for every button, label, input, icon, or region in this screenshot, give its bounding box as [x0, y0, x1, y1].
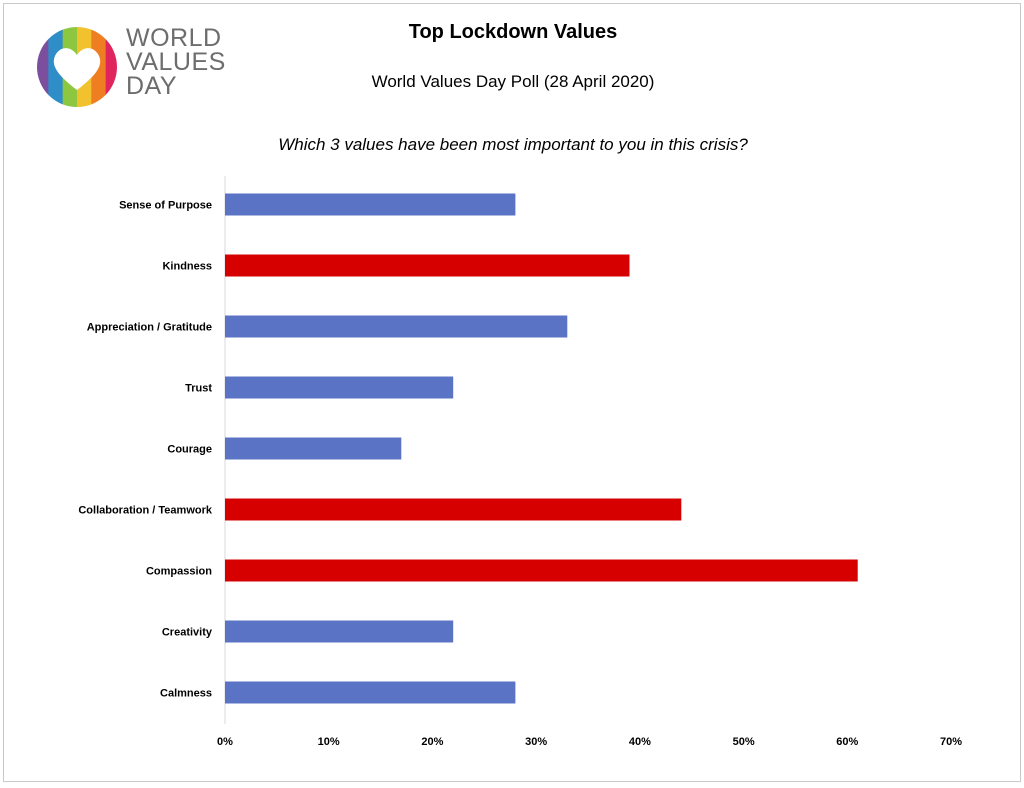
- bar-creativity: [225, 620, 454, 643]
- x-tick-label: 30%: [525, 736, 547, 748]
- chart-subtitle: World Values Day Poll (28 April 2020): [371, 72, 655, 91]
- bar-courage: [225, 437, 402, 460]
- x-tick-label: 60%: [836, 736, 858, 748]
- chart-question: Which 3 values have been most important …: [278, 135, 748, 154]
- bar-kindness: [225, 254, 630, 277]
- category-label: Appreciation / Gratitude: [87, 322, 212, 334]
- logo-line-values: VALUES: [126, 48, 226, 76]
- logo-line-day: DAY: [126, 72, 178, 100]
- category-label: Compassion: [146, 566, 212, 578]
- bar-sense-of-purpose: [225, 193, 516, 216]
- world-values-day-logo: WORLD VALUES DAY: [34, 20, 234, 115]
- category-label: Kindness: [162, 261, 212, 273]
- x-tick-label: 10%: [318, 736, 340, 748]
- category-label: Sense of Purpose: [119, 200, 212, 212]
- bar-chart: Sense of Purpose Kindness Appreciation / G…: [78, 176, 962, 748]
- category-label: Calmness: [160, 688, 212, 700]
- chart-title: Top Lockdown Values: [408, 21, 618, 43]
- bar-compassion: [225, 559, 858, 582]
- x-tick-label: 70%: [940, 736, 962, 748]
- category-label: Courage: [167, 444, 212, 456]
- logo-wordmark: WORLD VALUES DAY: [126, 24, 236, 100]
- logo-line-world: WORLD: [126, 24, 222, 52]
- category-label: Collaboration / Teamwork: [78, 505, 213, 517]
- x-tick-label: 40%: [629, 736, 651, 748]
- category-label: Trust: [185, 383, 212, 395]
- chart-page: WORLD VALUES DAY Top Lockdown Values Wor…: [3, 3, 1021, 782]
- bar-trust: [225, 376, 454, 399]
- bar-calmness: [225, 681, 516, 704]
- bar-collaboration-teamwork: [225, 498, 682, 521]
- rainbow-heart-icon: [37, 27, 117, 107]
- x-tick-label: 50%: [733, 736, 755, 748]
- x-tick-label: 20%: [421, 736, 443, 748]
- category-label: Creativity: [162, 627, 213, 639]
- x-tick-label: 0%: [217, 736, 233, 748]
- bar-appreciation-gratitude: [225, 315, 568, 338]
